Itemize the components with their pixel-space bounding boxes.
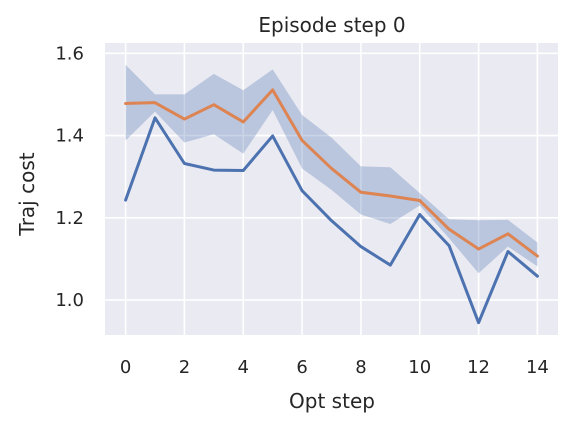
x-tick-label: 6 <box>296 357 307 378</box>
y-axis-label: Traj cost <box>15 152 39 236</box>
y-tick-label: 1.0 <box>55 290 84 311</box>
x-tick-label: 8 <box>355 357 366 378</box>
series-line-1 <box>124 116 539 325</box>
grid <box>105 43 558 335</box>
x-tick-label: 10 <box>408 357 431 378</box>
x-axis-label: Opt step <box>289 389 375 413</box>
x-tick-label: 0 <box>120 357 131 378</box>
y-tick-label: 1.4 <box>55 126 84 147</box>
plot-area <box>105 43 558 335</box>
x-tick-label: 14 <box>526 357 549 378</box>
lines-layer <box>124 88 539 325</box>
x-tick-label: 2 <box>179 357 190 378</box>
series-line-2 <box>124 88 539 258</box>
x-axis-ticks: 0 2 4 6 8 10 12 14 <box>120 357 549 378</box>
chart-title: Episode step 0 <box>258 13 405 37</box>
y-tick-label: 1.2 <box>55 208 84 229</box>
y-tick-label: 1.6 <box>55 43 84 64</box>
x-tick-label: 12 <box>467 357 490 378</box>
x-tick-label: 4 <box>238 357 249 378</box>
y-axis-ticks: 1.0 1.2 1.4 1.6 <box>55 43 84 311</box>
